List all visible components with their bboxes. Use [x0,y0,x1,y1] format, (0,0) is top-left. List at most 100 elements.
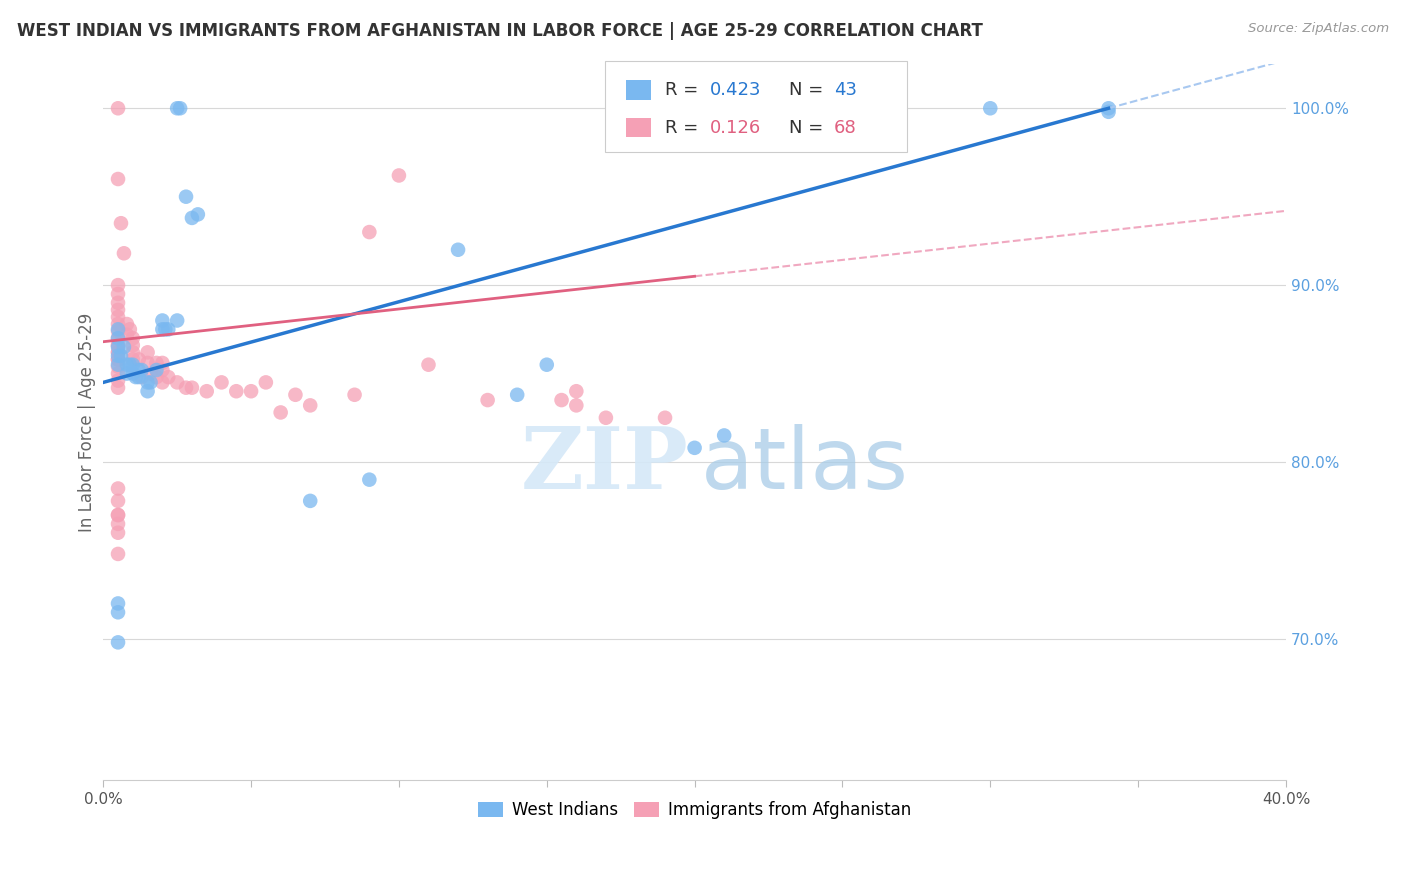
Point [118,358,141,372]
Point [128,352,150,367]
Point [388,169,411,183]
Point [139,367,162,381]
Point [447,243,470,257]
Point [107,635,129,649]
Point [550,393,572,408]
Point [128,363,150,377]
Point [150,313,173,327]
Point [136,384,159,399]
Point [107,317,129,331]
Point [359,473,381,487]
Point [150,376,173,390]
Point [713,428,735,442]
Text: 43: 43 [834,81,856,99]
Point [107,352,129,367]
Point [225,384,247,399]
Point [683,441,706,455]
Point [107,359,129,374]
Point [136,376,159,390]
Text: ZIP: ZIP [522,423,689,508]
Point [107,345,129,359]
Point [107,172,129,186]
Text: 0.423: 0.423 [710,81,762,99]
Point [107,605,129,619]
Point [107,516,129,531]
Point [107,278,129,293]
Text: 0.126: 0.126 [710,119,761,136]
Point [195,384,218,399]
Point [118,322,141,336]
Point [565,398,588,412]
Point [125,370,148,384]
Point [121,367,143,381]
Point [150,363,173,377]
Point [121,345,143,359]
Point [979,101,1001,115]
Point [107,374,129,388]
Point [536,358,558,372]
Point [110,216,132,230]
Point [107,547,129,561]
Text: atlas: atlas [700,424,908,507]
Text: N =: N = [789,119,828,136]
Point [107,381,129,395]
Point [107,345,129,359]
Point [1097,104,1119,119]
Point [107,508,129,522]
Point [166,313,188,327]
Point [107,331,129,345]
Point [187,207,209,221]
Point [107,324,129,338]
Point [107,310,129,324]
Point [121,358,143,372]
Point [107,322,129,336]
Point [145,363,167,377]
Point [110,349,132,363]
Text: N =: N = [789,81,828,99]
Text: 68: 68 [834,119,856,136]
Point [112,246,135,260]
Point [166,376,188,390]
Point [477,393,499,408]
Point [107,367,129,381]
Point [107,101,129,115]
Point [107,287,129,301]
Point [145,370,167,384]
Point [157,322,180,336]
Point [654,410,676,425]
Point [565,384,588,399]
Point [121,352,143,367]
Point [107,352,129,367]
Point [254,376,277,390]
Point [107,494,129,508]
Point [107,302,129,317]
Point [211,376,233,390]
Point [121,338,143,352]
Point [418,358,440,372]
Point [174,381,197,395]
Point [136,356,159,370]
Point [136,345,159,359]
Point [107,508,129,522]
Point [595,410,617,425]
Text: R =: R = [665,119,704,136]
Point [107,295,129,310]
Point [145,356,167,370]
Point [270,405,292,419]
Point [107,358,129,372]
Point [112,340,135,354]
Point [240,384,263,399]
Point [506,388,529,402]
Point [139,376,162,390]
Point [174,190,197,204]
Point [115,358,138,372]
Point [169,101,191,115]
Point [131,363,153,377]
Point [157,370,180,384]
Text: Source: ZipAtlas.com: Source: ZipAtlas.com [1249,22,1389,36]
Point [107,349,129,363]
Point [107,331,129,345]
Point [115,317,138,331]
Point [107,597,129,611]
Point [115,367,138,381]
